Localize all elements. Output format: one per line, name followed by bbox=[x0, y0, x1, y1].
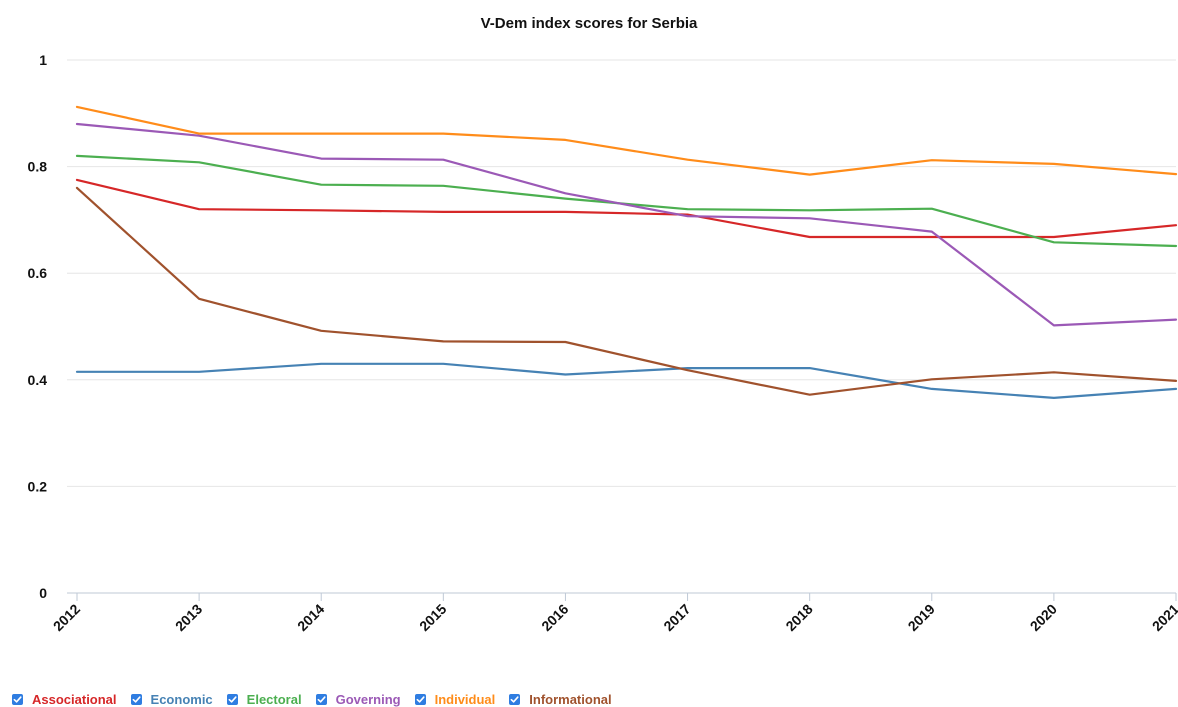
x-tick-label: 2014 bbox=[294, 601, 327, 634]
x-tick-label: 2015 bbox=[416, 601, 449, 634]
legend-label: Associational bbox=[32, 691, 117, 707]
x-tick-label: 2021 bbox=[1149, 601, 1178, 634]
checkbox-icon[interactable] bbox=[226, 693, 238, 705]
gridlines bbox=[67, 59, 1176, 487]
series-line-individual bbox=[75, 105, 1178, 176]
line-chart: V-Dem index scores for Serbia 0 0.2 0.4 0.6… bbox=[28, 15, 1178, 634]
legend-item-associational[interactable]: Associational bbox=[12, 692, 117, 707]
legend-label: Governing bbox=[335, 691, 401, 707]
legend-item-governing[interactable]: Governing bbox=[315, 691, 401, 707]
x-tick-label: 2018 bbox=[782, 601, 815, 634]
legend-label: Individual bbox=[434, 691, 496, 707]
series-line-electoral bbox=[75, 154, 1178, 248]
x-tick-label: 2012 bbox=[50, 601, 83, 634]
checkbox-icon[interactable] bbox=[130, 693, 142, 705]
series-lines bbox=[75, 105, 1178, 399]
legend-label: Electoral bbox=[246, 691, 302, 707]
checkbox-icon[interactable] bbox=[315, 693, 327, 705]
legend-item-electoral[interactable]: Electoral bbox=[226, 691, 302, 707]
x-tick-label: 2013 bbox=[172, 601, 205, 634]
checkbox-icon[interactable] bbox=[509, 693, 521, 705]
chart-title: V-Dem index scores for Serbia bbox=[481, 15, 698, 32]
checkbox-icon[interactable] bbox=[12, 693, 23, 705]
y-tick-label: 0.6 bbox=[28, 265, 48, 281]
legend: Associational Economic Electoral Governing I… bbox=[12, 691, 626, 707]
legend-item-economic[interactable]: Economic bbox=[130, 691, 213, 707]
legend-label: Economic bbox=[150, 691, 213, 707]
y-tick-label: 0.2 bbox=[28, 478, 48, 494]
x-axis-labels: 2012 2013 2014 2015 2016 2017 2018 2019 2020 2021 bbox=[50, 601, 1178, 634]
series-line-informational bbox=[75, 186, 1178, 396]
series-line-associational bbox=[75, 178, 1178, 239]
legend-label: Informational bbox=[529, 691, 612, 707]
x-axis bbox=[67, 592, 1177, 601]
y-axis-labels: 0 0.2 0.4 0.6 0.8 1 bbox=[28, 52, 48, 601]
legend-item-informational[interactable]: Informational bbox=[509, 691, 612, 707]
series-line-economic bbox=[75, 362, 1178, 399]
checkbox-icon[interactable] bbox=[414, 693, 426, 705]
y-tick-label: 0 bbox=[39, 585, 47, 601]
y-tick-label: 0.4 bbox=[28, 372, 48, 388]
series-line-governing bbox=[75, 122, 1178, 327]
x-tick-label: 2019 bbox=[905, 601, 938, 634]
x-tick-label: 2017 bbox=[660, 601, 693, 634]
x-tick-label: 2020 bbox=[1027, 601, 1060, 634]
y-tick-label: 1 bbox=[39, 52, 47, 68]
legend-item-individual[interactable]: Individual bbox=[414, 691, 496, 707]
x-tick-label: 2016 bbox=[538, 601, 571, 634]
y-tick-label: 0.8 bbox=[28, 159, 48, 175]
